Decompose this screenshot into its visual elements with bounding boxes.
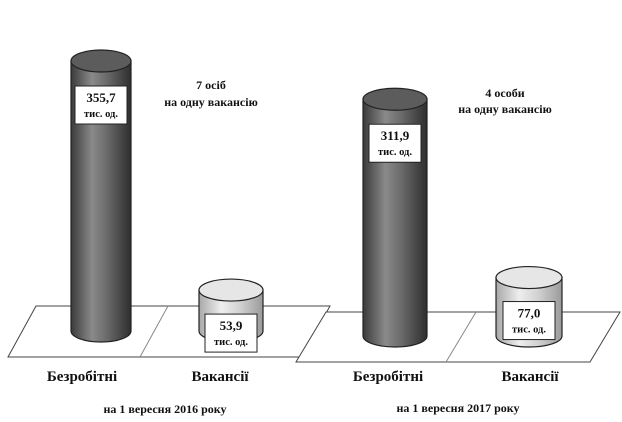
bar-2017-vacancies-unit-label: тис. од. <box>512 325 546 336</box>
category-label-2017-unemployed: Безробітні <box>353 369 423 385</box>
category-label-2016-vacancies: Вакансії <box>191 369 249 385</box>
date-label-2017: на 1 вересня 2017 року <box>396 401 519 415</box>
floor-divider-2017 <box>445 311 477 363</box>
bar-2016-unemployed-value-label: 355,7 <box>86 90 116 105</box>
ratio-annotation-2016-line2: на одну вакансію <box>164 95 258 109</box>
bar-2016-unemployed: 355,7 тис. од. <box>70 49 132 343</box>
category-label-2017-vacancies: Вакансії <box>501 369 559 385</box>
bar-2017-unemployed-value-label: 311,9 <box>381 128 410 143</box>
bar-2017-unemployed: 311,9 тис. од. <box>362 87 428 348</box>
ratio-annotation-2016-line1: 7 осіб <box>196 78 226 92</box>
bar-2016-unemployed-body <box>70 60 132 343</box>
ratio-annotation-2017-line2: на одну вакансію <box>458 102 552 116</box>
floor-plane-2016 <box>7 305 331 358</box>
bar-2016-unemployed-unit-label: тис. од. <box>84 109 118 120</box>
bar-2016-vacancies-label-box <box>204 313 258 353</box>
bar-2016-unemployed-label-box <box>74 85 128 125</box>
bar-2016-vacancies: 53,9 тис. од. <box>198 278 264 353</box>
floor-divider-2016 <box>139 305 169 358</box>
ratio-annotation-2017-line1: 4 особи <box>485 86 524 100</box>
bar-2017-unemployed-label-box <box>368 123 422 163</box>
bar-2017-vacancies-value-label: 77,0 <box>518 306 541 321</box>
bar-2017-unemployed-unit-label: тис. од. <box>378 147 412 158</box>
date-label-2016: на 1 вересня 2016 року <box>103 402 226 416</box>
bar-2016-vacancies-unit-label: тис. од. <box>214 337 248 348</box>
bar-2016-vacancies-top <box>198 278 264 302</box>
bar-2016-vacancies-value-label: 53,9 <box>220 318 243 333</box>
bar-2017-vacancies: 77,0 тис. од. <box>495 265 563 348</box>
bar-2017-vacancies-label-box <box>502 301 556 341</box>
bar-2016-unemployed-top <box>70 49 132 73</box>
floor-plane-2017 <box>295 311 621 363</box>
bar-2017-vacancies-top <box>495 265 563 290</box>
category-label-2016-unemployed: Безробітні <box>47 369 117 385</box>
bar-2017-unemployed-top <box>362 87 428 111</box>
